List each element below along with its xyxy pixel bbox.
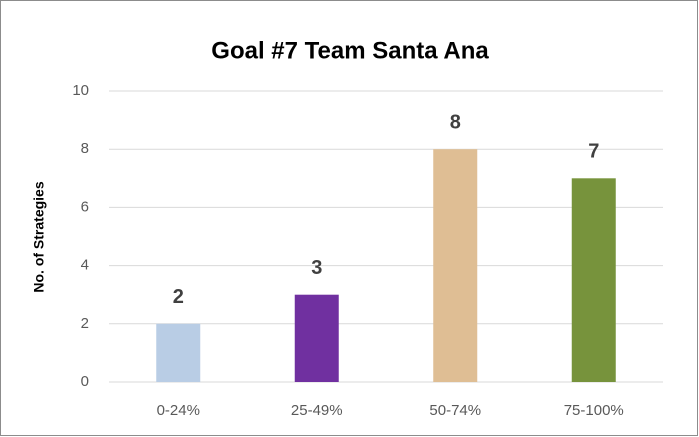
y-tick-label: 4 — [81, 257, 89, 274]
x-tick-label: 50-74% — [429, 402, 481, 419]
y-tick-label: 6 — [81, 198, 89, 215]
bar — [294, 294, 339, 382]
y-tick-label: 0 — [81, 373, 89, 390]
y-tick-label: 10 — [72, 82, 89, 99]
y-tick-label: 8 — [81, 140, 89, 157]
x-tick-label: 75-100% — [564, 402, 624, 419]
bar — [433, 149, 478, 382]
bar — [156, 323, 201, 382]
data-label: 7 — [588, 141, 599, 163]
chart-title: Goal #7 Team Santa Ana — [211, 37, 489, 64]
y-tick-label: 2 — [81, 315, 89, 332]
x-tick-label: 0-24% — [157, 402, 200, 419]
data-label: 3 — [311, 257, 322, 279]
data-label: 8 — [450, 111, 461, 133]
data-label: 2 — [173, 286, 184, 308]
x-tick-label: 25-49% — [291, 402, 343, 419]
bar — [571, 178, 616, 382]
y-axis-label: No. of Strategies — [31, 181, 47, 292]
